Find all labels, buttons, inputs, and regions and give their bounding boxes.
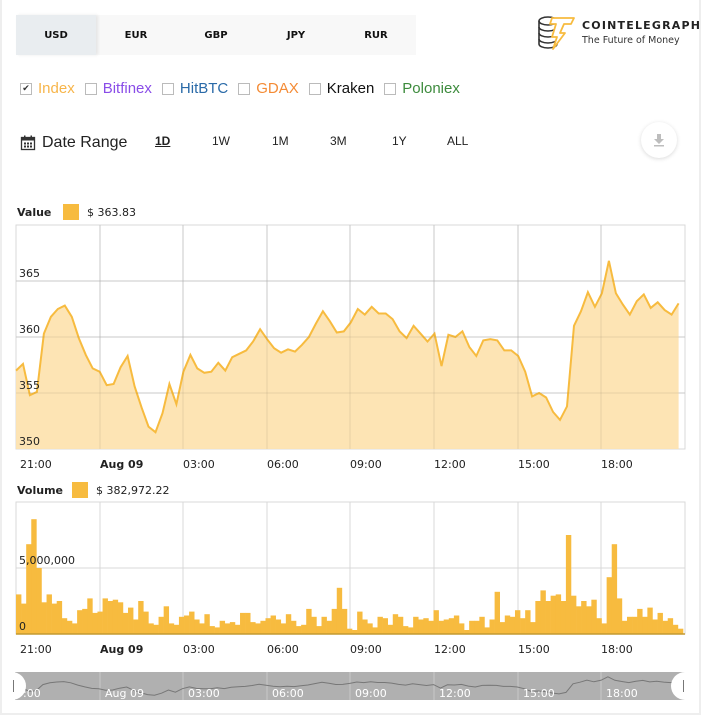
svg-text:12:00: 12:00 <box>439 687 471 700</box>
volume-legend: Volume $ 382,972.22 <box>17 482 169 498</box>
exchange-hitbtc[interactable]: HitBTC <box>161 80 229 97</box>
svg-text:06:00: 06:00 <box>272 687 304 700</box>
svg-text:15:00: 15:00 <box>523 687 555 700</box>
svg-text:09:00: 09:00 <box>355 687 387 700</box>
value-legend-swatch <box>63 204 79 220</box>
exchange-gdax[interactable]: GDAX <box>238 80 299 97</box>
exchange-checkbox[interactable] <box>308 82 321 95</box>
svg-text:365: 365 <box>19 267 40 280</box>
date-range-label: Date Range <box>20 134 127 152</box>
svg-text:12:00: 12:00 <box>434 458 466 471</box>
currency-tab-rur[interactable]: RUR <box>364 29 388 41</box>
exchange-filters: ✔ Index Bitfinex HitBTC GDAX Kraken Poloniex <box>20 80 470 97</box>
download-button[interactable] <box>641 122 677 158</box>
exchange-checkbox[interactable] <box>238 82 251 95</box>
download-icon <box>654 134 664 147</box>
navigator-scrollbar[interactable]: :00 Aug 09 03:00 06:00 09:00 12:00 15:00 18:00 <box>15 672 685 700</box>
logo-title: COINTELEGRAPH <box>582 18 702 32</box>
navigator-right-handle[interactable] <box>671 672 693 700</box>
exchange-label: Bitfinex <box>102 80 152 97</box>
range-1w[interactable]: 1W <box>212 134 230 148</box>
svg-text:06:00: 06:00 <box>267 458 299 471</box>
svg-text::00: :00 <box>23 687 41 700</box>
range-all[interactable]: ALL <box>447 134 469 148</box>
volume-legend-title: Volume <box>17 483 63 497</box>
exchange-label: HitBTC <box>179 80 229 97</box>
cointelegraph-logo: COINTELEGRAPH The Future of Money <box>536 12 701 52</box>
svg-text:360: 360 <box>19 323 40 336</box>
exchange-label: Index <box>38 80 75 97</box>
currency-tabs: USD EUR GBP JPY RUR <box>16 15 416 55</box>
exchange-kraken[interactable]: Kraken <box>308 80 375 97</box>
currency-tab-eur[interactable]: EUR <box>124 29 148 41</box>
exchange-label: Kraken <box>326 80 375 97</box>
svg-text:09:00: 09:00 <box>350 458 382 471</box>
exchange-label: GDAX <box>256 80 299 97</box>
exchange-label: Poloniex <box>402 80 460 97</box>
svg-text:12:00: 12:00 <box>434 643 466 656</box>
value-legend: Value $ 363.83 <box>17 204 136 220</box>
volume-legend-value: $ 382,972.22 <box>96 483 170 497</box>
date-range-bar: Date Range 1D 1W 1M 3M 1Y ALL <box>20 128 685 158</box>
svg-text:21:00: 21:00 <box>20 643 52 656</box>
svg-text:15:00: 15:00 <box>518 643 550 656</box>
calendar-icon <box>20 135 36 151</box>
currency-tab-usd[interactable]: USD <box>16 15 96 55</box>
svg-text:03:00: 03:00 <box>183 458 215 471</box>
volume-legend-swatch <box>72 482 88 498</box>
svg-text:Aug 09: Aug 09 <box>105 687 144 700</box>
svg-text:Aug 09: Aug 09 <box>100 643 143 656</box>
range-1d[interactable]: 1D <box>155 134 171 148</box>
navigator-left-handle[interactable] <box>4 672 26 700</box>
navigator-mini-chart: :00 Aug 09 03:00 06:00 09:00 12:00 15:00 18:00 <box>15 672 678 700</box>
exchange-checkbox[interactable] <box>84 82 97 95</box>
svg-text:18:00: 18:00 <box>601 643 633 656</box>
svg-text:350: 350 <box>19 435 40 448</box>
range-1m[interactable]: 1M <box>272 134 289 148</box>
coin-stack-logo-icon <box>538 16 575 50</box>
exchange-index[interactable]: ✔ Index <box>20 80 75 97</box>
svg-text:18:00: 18:00 <box>601 458 633 471</box>
logo-subtitle: The Future of Money <box>582 34 680 46</box>
svg-text:Aug 09: Aug 09 <box>100 458 143 471</box>
value-legend-value: $ 363.83 <box>87 205 136 219</box>
svg-text:09:00: 09:00 <box>350 643 382 656</box>
svg-text:0: 0 <box>19 620 26 633</box>
svg-text:03:00: 03:00 <box>183 643 215 656</box>
svg-text:5,000,000: 5,000,000 <box>19 554 75 567</box>
exchange-checkbox[interactable] <box>384 82 397 95</box>
svg-text:06:00: 06:00 <box>267 643 299 656</box>
range-1y[interactable]: 1Y <box>392 134 407 148</box>
range-3m[interactable]: 3M <box>330 134 347 148</box>
svg-text:03:00: 03:00 <box>188 687 220 700</box>
exchange-bitfinex[interactable]: Bitfinex <box>84 80 152 97</box>
svg-text:18:00: 18:00 <box>606 687 638 700</box>
svg-text:355: 355 <box>19 379 40 392</box>
exchange-checkbox[interactable]: ✔ <box>20 82 32 95</box>
svg-text:15:00: 15:00 <box>518 458 550 471</box>
value-legend-title: Value <box>17 205 52 219</box>
svg-text:21:00: 21:00 <box>20 458 52 471</box>
exchange-checkbox[interactable] <box>161 82 174 95</box>
currency-tab-gbp[interactable]: GBP <box>204 29 228 41</box>
date-range-text: Date Range <box>42 134 128 151</box>
exchange-poloniex[interactable]: Poloniex <box>384 80 460 97</box>
currency-tab-jpy[interactable]: JPY <box>286 29 306 41</box>
